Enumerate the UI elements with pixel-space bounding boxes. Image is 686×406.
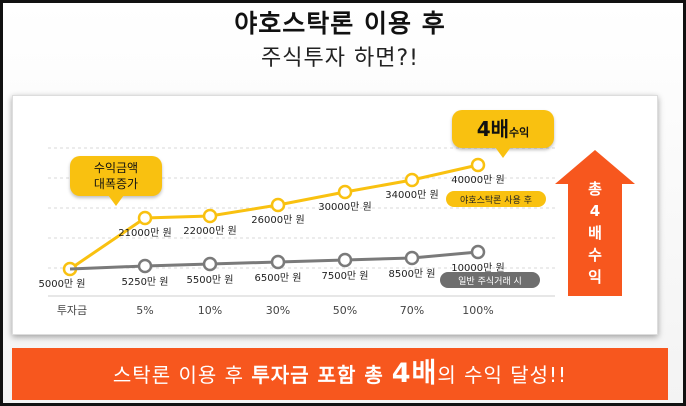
side-arrow-text: 총 4 배 수 익 <box>568 178 622 288</box>
legend-pill <box>440 272 540 288</box>
page-subtitle: 주식투자 하면?! <box>261 46 419 71</box>
growth-callout-line-2: 대폭증가 <box>93 177 139 191</box>
data-label: 7500만 원 <box>321 270 368 282</box>
data-point <box>270 254 286 270</box>
up-arrow-body <box>568 182 622 296</box>
data-label: 8500만 원 <box>388 268 435 280</box>
data-point <box>137 258 153 274</box>
data-point <box>270 197 286 213</box>
data-point <box>202 208 218 224</box>
side-arrow-char: 4 <box>589 202 601 220</box>
data-point <box>337 252 353 268</box>
data-point <box>404 250 420 266</box>
up-arrow-icon <box>555 150 635 184</box>
data-point <box>404 172 420 188</box>
four-x-big: 4배 <box>476 117 510 141</box>
side-arrow-char: 총 <box>588 180 602 198</box>
side-arrow-char: 배 <box>588 224 602 242</box>
data-label: 22000만 원 <box>183 225 236 237</box>
legend-label: 야호스탁론 사용 후 <box>460 194 532 206</box>
banner-part-4: 의 수익 달성!! <box>437 363 568 387</box>
growth-callout: 수익금액 대폭증가 <box>70 156 162 206</box>
bottom-banner: 스탁론 이용 후 투자금 포함 총 4배의 수익 달성!! <box>12 348 668 400</box>
data-label: 40000만 원 <box>451 174 504 186</box>
legend-label: 일반 주식거래 시 <box>458 276 522 287</box>
data-label: 21000만 원 <box>118 227 171 239</box>
x-tick-label: 5% <box>136 304 153 317</box>
banner-part-3: 4배 <box>391 358 438 389</box>
data-point <box>137 210 153 226</box>
x-tick-label: 100% <box>462 304 493 317</box>
x-tick-label: 70% <box>400 304 424 317</box>
x-tick-label: 50% <box>333 304 357 317</box>
data-point <box>470 157 486 173</box>
x-tick-label: 10% <box>198 304 222 317</box>
legend-pill <box>446 191 546 207</box>
data-label: 5500만 원 <box>186 274 233 286</box>
data-label: 26000만 원 <box>251 214 304 226</box>
data-label: 34000만 원 <box>385 189 438 201</box>
data-label: 30000만 원 <box>318 201 371 213</box>
growth-callout-line-1: 수익금액 <box>93 161 139 175</box>
four-x-small: 수익 <box>509 126 530 139</box>
banner-part-2: 투자금 포함 총 <box>251 363 392 387</box>
data-label: 6500만 원 <box>254 272 301 284</box>
page-title: 야호스탁론 이용 후 <box>234 9 446 38</box>
data-label: 5000만 원 <box>38 278 85 290</box>
data-point <box>470 244 486 260</box>
four-x-callout: 4배수익 <box>452 110 554 158</box>
data-point <box>337 184 353 200</box>
data-label: 10000만 원 <box>451 262 504 274</box>
data-label: 5250만 원 <box>121 276 168 288</box>
x-tick-label: 투자금 <box>57 304 87 317</box>
data-point <box>202 256 218 272</box>
side-arrow-char: 수 <box>588 246 602 264</box>
banner-part-1: 스탁론 이용 후 <box>112 363 252 387</box>
x-tick-label: 30% <box>266 304 290 317</box>
side-arrow-char: 익 <box>588 268 602 286</box>
